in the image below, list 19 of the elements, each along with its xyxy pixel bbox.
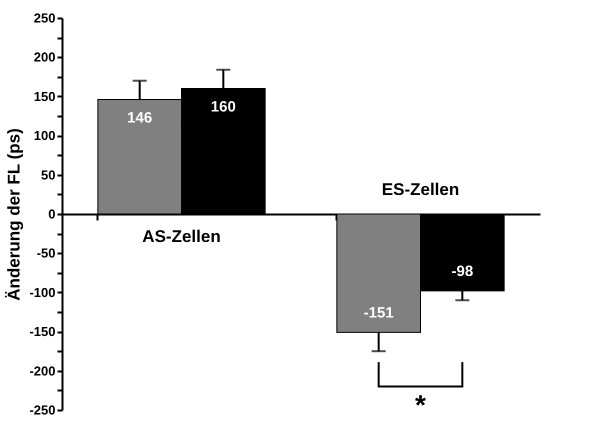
y-axis-title: Änderung der FL (ps) [4, 128, 24, 301]
x-tick-label: ES-Zellen [382, 180, 460, 199]
data-label: -98 [451, 262, 474, 280]
y-tick-label: 100 [34, 128, 56, 144]
y-tick-label: 50 [41, 167, 56, 182]
y-tick-label: -250 [29, 402, 56, 418]
y-tick-label: 0 [48, 206, 56, 222]
y-tick-label: 200 [34, 50, 56, 65]
y-tick-label: -50 [36, 246, 56, 261]
y-tick-label: 150 [34, 88, 56, 104]
x-tick-label: AS-Zellen [142, 227, 221, 246]
annotation: * [415, 390, 426, 421]
data-label: -151 [364, 304, 394, 322]
y-tick-label: -150 [29, 324, 56, 340]
data-label: 160 [210, 98, 236, 116]
data-label: 146 [127, 110, 152, 127]
y-tick-label: -100 [29, 284, 56, 300]
y-tick-label: -200 [29, 363, 56, 378]
y-tick-label: 250 [34, 10, 56, 26]
